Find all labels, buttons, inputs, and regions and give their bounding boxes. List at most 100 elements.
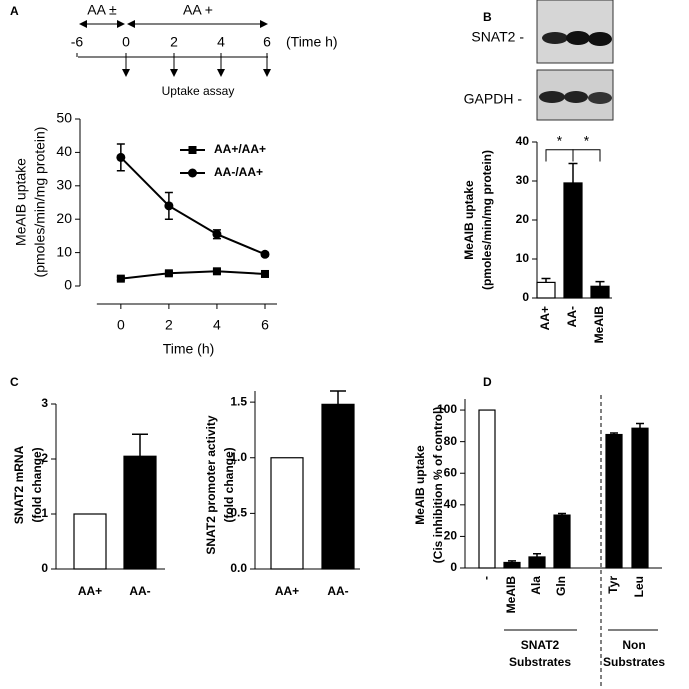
line — [120, 156, 266, 256]
x-tick-label: AA+ — [538, 306, 552, 330]
blot-band — [566, 31, 590, 45]
timeline-tick-label: 2 — [170, 34, 178, 50]
significance-label: * — [584, 133, 590, 149]
y-tick-label: 10 — [516, 251, 530, 265]
bar — [553, 514, 571, 569]
bar — [321, 403, 355, 570]
significance-label: * — [557, 133, 563, 149]
bar — [590, 285, 610, 299]
bar — [478, 409, 496, 569]
error-bar — [568, 162, 578, 183]
timeline-tick-label: 6 — [263, 34, 271, 50]
panel-label: A — [10, 4, 19, 18]
x-tick-label: Ala — [529, 576, 543, 595]
group-label: Substrates — [509, 655, 571, 669]
timeline-unit: (Time h) — [286, 34, 338, 50]
legend-label: AA-/AA+ — [214, 165, 263, 179]
timeline-tick-label: 4 — [217, 34, 225, 50]
y-tick-label: 50 — [56, 110, 72, 126]
y-tick-label: 0.0 — [230, 561, 247, 575]
y-tick-label: 80 — [444, 434, 458, 448]
y-tick-label: 3 — [41, 396, 48, 410]
blot-band — [539, 91, 565, 103]
x-tick-label: 6 — [261, 317, 269, 333]
x-tick-label: AA+ — [78, 584, 102, 598]
bar — [563, 182, 583, 299]
y-axis-label: (Cis inhibition % of control) — [431, 407, 445, 564]
bar — [123, 455, 157, 570]
error-bar — [636, 422, 644, 429]
point — [212, 267, 221, 276]
significance-bracket — [545, 149, 574, 162]
y-tick-label: 20 — [516, 212, 530, 226]
x-tick-label: AA- — [565, 306, 579, 327]
bar — [73, 513, 107, 570]
y-tick-label: 1.0 — [230, 450, 247, 464]
y-tick-label: 40 — [56, 143, 72, 159]
group-label: SNAT2 — [521, 638, 560, 652]
significance-bracket — [572, 149, 601, 162]
error-bar — [508, 560, 516, 563]
y-axis-label: (fold change) — [30, 447, 44, 522]
y-tick-label: 40 — [516, 134, 530, 148]
y-tick-label: 0 — [522, 290, 529, 304]
timeline-tick-label: 0 — [122, 34, 130, 50]
timeline-tick-label: -6 — [71, 34, 84, 50]
blot-band — [588, 92, 612, 104]
y-tick-label: 10 — [56, 243, 72, 259]
point — [116, 152, 126, 162]
y-tick-label: 20 — [56, 210, 72, 226]
blot-band — [588, 32, 612, 46]
x-tick-label: 2 — [165, 317, 173, 333]
y-tick-label: 20 — [444, 529, 458, 543]
bar — [503, 561, 521, 569]
error-bar — [132, 433, 148, 457]
y-axis-label: MeAIB uptake — [462, 180, 476, 260]
group-label: Non — [622, 638, 645, 652]
bar — [605, 433, 623, 569]
x-tick-label: MeAIB — [592, 306, 606, 344]
blot-band — [564, 91, 588, 103]
x-tick-label: - — [479, 576, 493, 580]
legend-label: AA+/AA+ — [214, 142, 266, 156]
point — [164, 201, 174, 211]
y-tick-label: 30 — [516, 173, 530, 187]
x-tick-label: Leu — [632, 576, 646, 597]
y-tick-label: 40 — [444, 497, 458, 511]
error-bar — [558, 512, 566, 516]
legend-marker — [188, 146, 197, 154]
y-tick-label: 0 — [41, 561, 48, 575]
y-tick-label: 0 — [64, 277, 72, 293]
bar — [631, 427, 649, 569]
y-tick-label: 30 — [56, 177, 72, 193]
error-bar — [330, 390, 346, 405]
y-tick-label: 2 — [41, 451, 48, 465]
error-bar — [541, 277, 551, 283]
y-tick-label: 1 — [41, 506, 48, 520]
phase-label: AA + — [183, 2, 213, 18]
phase-label: AA ± — [87, 2, 117, 18]
bar — [528, 556, 546, 569]
y-axis-label: (fold change) — [222, 447, 236, 522]
y-axis-label: MeAIB uptake — [13, 158, 29, 246]
x-tick-label: AA- — [327, 584, 348, 598]
y-tick-label: 0.5 — [230, 506, 247, 520]
point — [260, 269, 269, 278]
y-axis-label: MeAIB uptake — [413, 445, 427, 525]
group-label: Substrates — [603, 655, 665, 669]
y-axis-label: (pmoles/min/mg protein) — [480, 150, 494, 290]
y-tick-label: 60 — [444, 465, 458, 479]
error-bar — [533, 553, 541, 557]
x-tick-label: 4 — [213, 317, 221, 333]
point — [212, 229, 222, 239]
x-tick-label: 0 — [117, 317, 125, 333]
y-axis-label: SNAT2 mRNA — [12, 445, 26, 524]
point — [116, 274, 125, 283]
error-bar — [595, 280, 605, 287]
blot-label: GAPDH - — [464, 91, 523, 107]
assay-label: Uptake assay — [162, 84, 235, 98]
x-tick-label: Tyr — [606, 576, 620, 594]
panel-label: C — [10, 375, 19, 389]
point — [164, 269, 173, 278]
